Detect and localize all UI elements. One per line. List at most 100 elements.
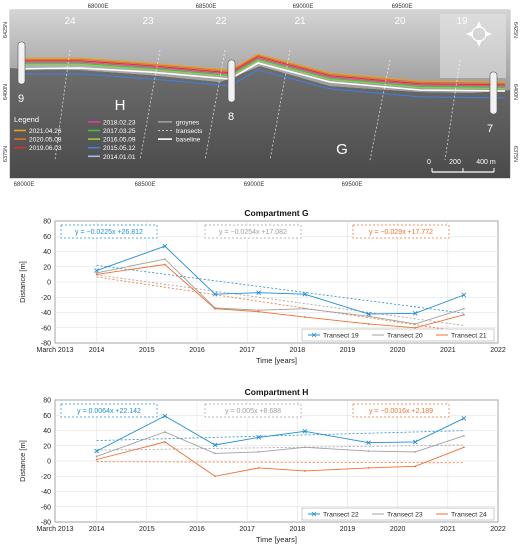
marker-stroke <box>461 415 467 421</box>
data-point-transect-20 <box>303 307 306 310</box>
chart-legend <box>301 507 495 521</box>
data-point-transect-24 <box>163 441 166 443</box>
data-point-transect-19 <box>461 292 467 298</box>
data-point-transect-19 <box>162 243 168 249</box>
coord-x-top-2: 69000E <box>293 4 314 10</box>
legend-entry: Transect 21 <box>451 333 487 340</box>
data-point-transect-20 <box>163 258 166 261</box>
equation-box <box>352 224 450 239</box>
legend-label: 2017.03.25 <box>103 128 136 135</box>
x-tick-label: 2018 <box>290 347 306 354</box>
coord-x-bottom-2: 69000E <box>244 182 265 188</box>
trend-line-transect-19 <box>96 264 464 314</box>
marker-stroke <box>302 291 308 297</box>
marker-stroke <box>461 292 467 298</box>
groyne-number-9: 9 <box>18 93 24 105</box>
coord-y-right-0: 6425N <box>512 22 518 38</box>
legend-entry: Transect 19 <box>323 333 359 340</box>
y-tick-label: -80 <box>41 520 51 527</box>
legend-entry: Transect 20 <box>387 333 423 340</box>
coord-x-bottom-3: 69500E <box>342 182 363 188</box>
scalebar-label-0: 0 <box>427 159 431 166</box>
transect-number-22: 22 <box>215 16 227 27</box>
x-tick-label: 2017 <box>239 526 255 533</box>
data-point-transect-23 <box>414 450 417 453</box>
compartment-label-h: H <box>115 97 126 114</box>
x-tick-label: 2022 <box>490 526 506 533</box>
x-tick-label: 2014 <box>89 347 105 354</box>
legend-title: Legend <box>14 115 39 124</box>
x-tick-label: 2021 <box>440 347 456 354</box>
legend-label: 2018.02.23 <box>103 119 136 126</box>
data-point-transect-21 <box>163 263 166 266</box>
data-point-transect-23 <box>462 434 465 437</box>
groyne-8 <box>227 59 236 103</box>
data-point-transect-19 <box>94 268 99 273</box>
trend-equation: y = −0.029x +17.772 <box>369 229 433 236</box>
marker-stroke <box>256 435 262 440</box>
marker-stroke <box>162 243 168 249</box>
coord-y-left-2: 6375N <box>3 146 9 162</box>
data-point-transect-22 <box>412 439 418 445</box>
data-point-transect-22 <box>461 415 467 421</box>
x-tick-label: 2016 <box>189 347 205 354</box>
x-tick-label: 2019 <box>340 526 356 533</box>
legend-label: baseline <box>176 137 201 144</box>
marker-stroke <box>256 290 262 295</box>
shoreline-2021.04.26 <box>20 53 506 83</box>
marker-stroke <box>94 268 99 273</box>
series-line-transect-20 <box>96 258 465 325</box>
x-tick-label: 2017 <box>239 347 255 354</box>
coord-x-top-1: 68500E <box>196 4 217 10</box>
marker-stroke <box>366 311 371 317</box>
shorelines <box>20 53 506 99</box>
y-tick-label: -20 <box>41 474 51 481</box>
x-tick-label: 2019 <box>340 347 356 354</box>
legend-label: groynes <box>176 119 200 126</box>
y-tick-label: -60 <box>41 325 51 332</box>
groyne-9 <box>17 41 26 85</box>
y-tick-label: 80 <box>43 219 51 226</box>
data-point-transect-24 <box>462 446 465 449</box>
equation-box <box>204 403 302 418</box>
legend-label: 2014.01.01 <box>103 154 136 161</box>
chart-compartment-g: Compartment G -80 -60 -40 -20 0 20 40 60 80 March … <box>18 208 506 365</box>
legend-entry: Transect 23 <box>387 512 423 519</box>
transect-number-21: 21 <box>294 16 306 27</box>
y-tick-label: -40 <box>41 310 51 317</box>
scalebar-label-200: 200 <box>449 159 461 166</box>
data-point-transect-22 <box>212 442 218 448</box>
y-tick-label: 80 <box>43 398 51 405</box>
data-point-transect-24 <box>414 465 417 468</box>
coord-y-right-1: 6400N <box>512 84 518 100</box>
equation-box <box>352 403 450 418</box>
transect-number-24: 24 <box>64 16 76 27</box>
transect-number-19: 19 <box>456 16 468 27</box>
legend-entry: Transect 24 <box>451 512 487 519</box>
transect-lines <box>54 49 461 161</box>
data-point-transect-24 <box>367 466 370 469</box>
coord-y-right-2: 6375N <box>512 146 518 162</box>
y-tick-label: 20 <box>43 443 51 450</box>
groyne-7 <box>489 71 498 115</box>
data-point-transect-22 <box>256 435 262 440</box>
x-tick-label: 2016 <box>189 526 205 533</box>
shoreline-2015.05.12 <box>20 69 506 99</box>
y-axis-label: Distance [m] <box>18 440 27 482</box>
trend-line-transect-23 <box>96 444 464 451</box>
x-tick-label: 2015 <box>139 347 155 354</box>
compartment-label-g: G <box>336 141 348 158</box>
series-line-transect-23 <box>96 431 465 457</box>
y-tick-label: 40 <box>43 428 51 435</box>
data-point-transect-21 <box>414 326 417 329</box>
y-tick-label: 60 <box>43 413 51 420</box>
x-tick-label: 2020 <box>390 347 406 354</box>
coord-y-left-1: 6400N <box>3 84 9 100</box>
chart-title: Compartment G <box>244 208 309 218</box>
chart-legend <box>301 328 495 342</box>
scalebar-label-400: 400 m <box>476 159 496 166</box>
y-tick-label: -40 <box>41 489 51 496</box>
urban-area <box>440 14 506 78</box>
land-area <box>10 10 510 93</box>
